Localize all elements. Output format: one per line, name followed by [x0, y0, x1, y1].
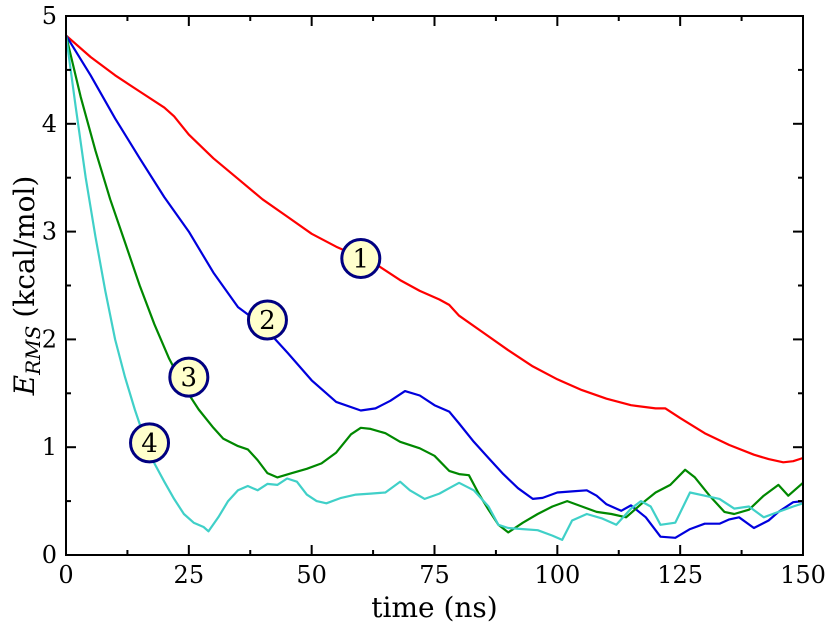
tick-labels: 0 25 50 75 100 125 150 0 1 2 3 4 5	[42, 2, 826, 589]
series-marker-2: 2	[246, 299, 288, 341]
y-tick-label: 4	[42, 110, 57, 138]
x-tick-label: 75	[419, 561, 450, 589]
series-line-1	[65, 34, 804, 464]
x-tick-label: 125	[657, 561, 703, 589]
y-tick-label: 3	[42, 218, 57, 246]
series-line-4	[64, 35, 804, 541]
y-axis-title: ERMS (kcal/mol)	[8, 176, 45, 397]
y-axis-title-units: (kcal/mol)	[8, 176, 41, 318]
y-axis-title-symbol: E	[8, 375, 41, 396]
series-marker-circle	[340, 238, 382, 280]
series-marker-4: 4	[129, 422, 171, 464]
x-axis-title: time (ns)	[371, 591, 497, 624]
axis-ticks	[65, 15, 804, 556]
y-axis-title-subscript: RMS	[21, 326, 45, 376]
series-marker-label: 3	[181, 363, 198, 393]
series-marker-label: 2	[259, 306, 276, 336]
y-tick-label: 1	[42, 433, 57, 461]
series-markers: 1 2 3 4	[129, 238, 382, 464]
series-marker-circle	[168, 356, 210, 398]
y-tick-label: 0	[42, 541, 57, 569]
series-marker-3: 3	[168, 356, 210, 398]
series-line-2	[65, 34, 804, 539]
plot-lines	[64, 34, 804, 541]
series-marker-1: 1	[340, 238, 382, 280]
x-tick-label: 0	[58, 561, 73, 589]
series-marker-circle	[129, 422, 171, 464]
series-marker-circle	[246, 299, 288, 341]
y-tick-label: 2	[42, 325, 57, 353]
series-line-3	[64, 35, 804, 534]
x-tick-label: 100	[534, 561, 580, 589]
series-marker-label: 4	[141, 429, 158, 459]
x-tick-label: 50	[296, 561, 327, 589]
y-tick-label: 5	[42, 2, 57, 30]
x-tick-label: 150	[780, 561, 826, 589]
series-marker-label: 1	[353, 245, 370, 275]
x-tick-label: 25	[174, 561, 205, 589]
